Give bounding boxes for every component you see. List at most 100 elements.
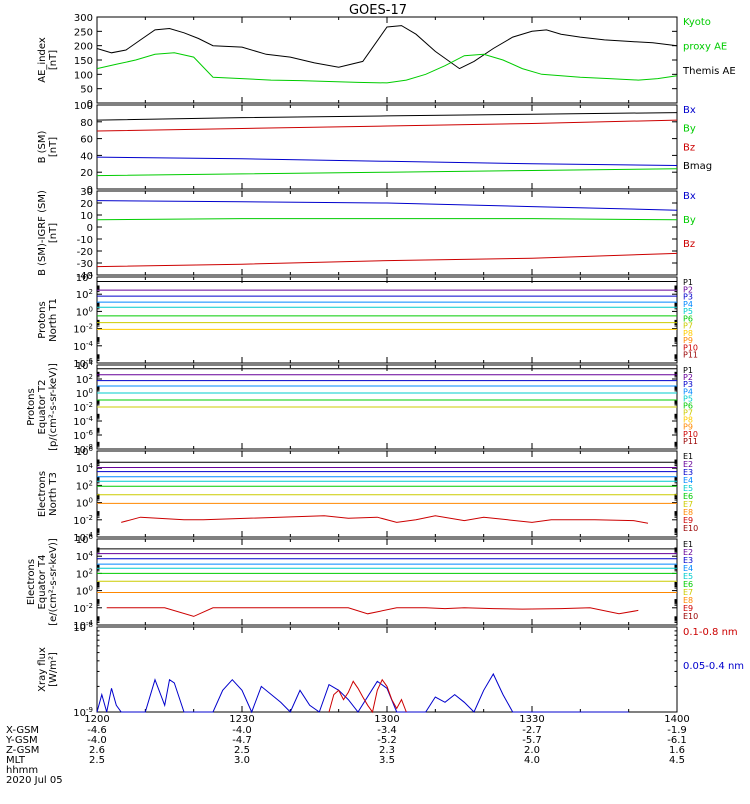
y-axis-label-line: Protons xyxy=(26,388,37,425)
panel-4: 10-6 10-4 10-2 100 102 104 Protons North T1 P1P2… xyxy=(37,271,698,370)
y-tick-label: 10-6 xyxy=(73,357,93,370)
ephemeris-value: -6.1 xyxy=(667,735,687,746)
series-line-bmag xyxy=(96,112,678,121)
legend-entry: E4 xyxy=(683,564,693,573)
x-tick-label: 1330 xyxy=(519,714,544,725)
legend-entry: By xyxy=(683,124,696,135)
legend-entry: E5 xyxy=(683,572,693,581)
legend-entry: P10 xyxy=(683,430,698,439)
legend-entry: E2 xyxy=(683,460,693,469)
y-tick-label: 50 xyxy=(80,85,93,96)
y-axis-label-line: [e/(cm²-s-sr-keV)] xyxy=(48,538,59,626)
legend-entry: P11 xyxy=(683,437,698,446)
y-tick-label: 10-4 xyxy=(73,619,93,632)
y-axis-label-line: Electrons xyxy=(26,559,37,605)
plot-date: 2020 Jul 05 xyxy=(6,775,63,786)
ephemeris-row-name: X-GSM xyxy=(6,725,39,736)
y-tick-label: 40 xyxy=(80,151,93,162)
y-axis-label: Xray flux [W/m²] xyxy=(37,647,59,692)
legend-entry: Themis AE xyxy=(682,66,736,77)
y-tick-label: 80 xyxy=(80,118,93,129)
y-axis-label-line: Equator T4 xyxy=(37,555,48,610)
ephemeris-value: -1.9 xyxy=(667,725,687,736)
y-tick-label: 104 xyxy=(76,359,94,372)
legend: Kyoto proxy AE Themis AE xyxy=(682,17,736,77)
legend-entry: P5 xyxy=(683,394,693,403)
y-axis-label: B (SM)-IGRF (SM) [nT] xyxy=(37,190,59,276)
y-tick-label: 102 xyxy=(76,288,93,301)
y-tick-label: 10 xyxy=(80,211,93,222)
legend-entry: P7 xyxy=(683,409,693,418)
y-tick-label: 0 xyxy=(87,223,93,234)
legend-entry: Bx xyxy=(683,105,696,116)
series-line-e9 xyxy=(106,607,639,617)
legend-entry: Bx xyxy=(683,191,696,202)
y-tick-label: 106 xyxy=(76,445,94,458)
series-line-bx xyxy=(96,156,678,166)
y-tick-label: 0 xyxy=(87,99,93,110)
ephemeris-value: -5.7 xyxy=(522,735,542,746)
y-tick-label: 104 xyxy=(76,271,94,284)
y-tick-label: 150 xyxy=(74,56,93,67)
legend-entry: P1 xyxy=(683,366,693,375)
y-axis-label: B (SM) [nT] xyxy=(37,130,59,163)
series-line-0-05-0-4-nm xyxy=(96,672,629,714)
legend-entry: E3 xyxy=(683,556,693,565)
panel-2: 0 20 40 60 80 100 B (SM) [nT] Bx By Bz Bmag xyxy=(37,101,712,196)
plot-title: GOES-17 xyxy=(349,3,407,18)
y-tick-label: 10-4 xyxy=(73,415,93,428)
panel-1: 0 50 100 150 200 250 300 AE_index [nT] Kyoto proxy… xyxy=(37,13,736,110)
y-tick-label: 10-6 xyxy=(73,429,93,442)
y-tick-label: 20 xyxy=(80,168,93,179)
series-line-bx xyxy=(96,200,678,211)
legend-entry: E3 xyxy=(683,468,693,477)
y-tick-label: 100 xyxy=(76,497,93,510)
y-axis-label: AE_index [nT] xyxy=(37,37,59,83)
legend-entry: P1 xyxy=(683,278,693,287)
legend-entry: E8 xyxy=(683,508,693,517)
legend-entry: E9 xyxy=(683,604,693,613)
y-tick-label: 100 xyxy=(74,70,93,81)
legend-entry: proxy AE xyxy=(683,42,727,53)
x-tick-label: 1230 xyxy=(229,714,254,725)
legend-entry: P4 xyxy=(683,300,693,309)
y-tick-label: -10 xyxy=(77,235,93,246)
ephemeris-row-name: Z-GSM xyxy=(6,745,39,756)
legend-entry: Bz xyxy=(683,239,695,250)
y-tick-label: -40 xyxy=(77,271,93,282)
ephemeris-row-name: MLT xyxy=(6,755,26,766)
legend: 0.1-0.8 nm 0.05-0.4 nm xyxy=(683,627,744,672)
y-tick-label: 102 xyxy=(76,479,93,492)
y-tick-label: 100 xyxy=(74,101,93,112)
y-tick-label: 30 xyxy=(80,187,93,198)
legend-entry: E6 xyxy=(683,580,693,589)
y-tick-label: 60 xyxy=(80,135,93,146)
y-axis-label-line: B (SM) xyxy=(37,130,48,163)
legend-entry: P11 xyxy=(683,351,698,360)
y-axis-label-line: North T1 xyxy=(48,298,59,342)
x-tick-label: 1200 xyxy=(84,714,109,725)
panel-frame xyxy=(96,190,678,276)
panel-frame xyxy=(96,450,678,538)
x-tick-label: 1400 xyxy=(664,714,689,725)
legend-entry: P3 xyxy=(683,380,693,389)
panel-frame xyxy=(96,104,678,190)
y-tick-label: 300 xyxy=(74,13,93,24)
legend-entry: E8 xyxy=(683,596,693,605)
y-axis-label-line: Protons xyxy=(37,301,48,338)
legend-entry: Bmag xyxy=(683,161,712,172)
y-tick-label: 100 xyxy=(76,585,93,598)
legend-entry: P8 xyxy=(683,416,693,425)
legend-entry: E9 xyxy=(683,516,693,525)
series-line-bz xyxy=(96,119,678,132)
legend: Bx By Bz xyxy=(683,191,696,250)
y-axis-label: Electrons North T3 xyxy=(37,471,59,517)
legend-entry: E1 xyxy=(683,540,693,549)
series-line-kyoto-proxy-ae xyxy=(96,52,678,84)
legend-entry: P4 xyxy=(683,387,693,396)
